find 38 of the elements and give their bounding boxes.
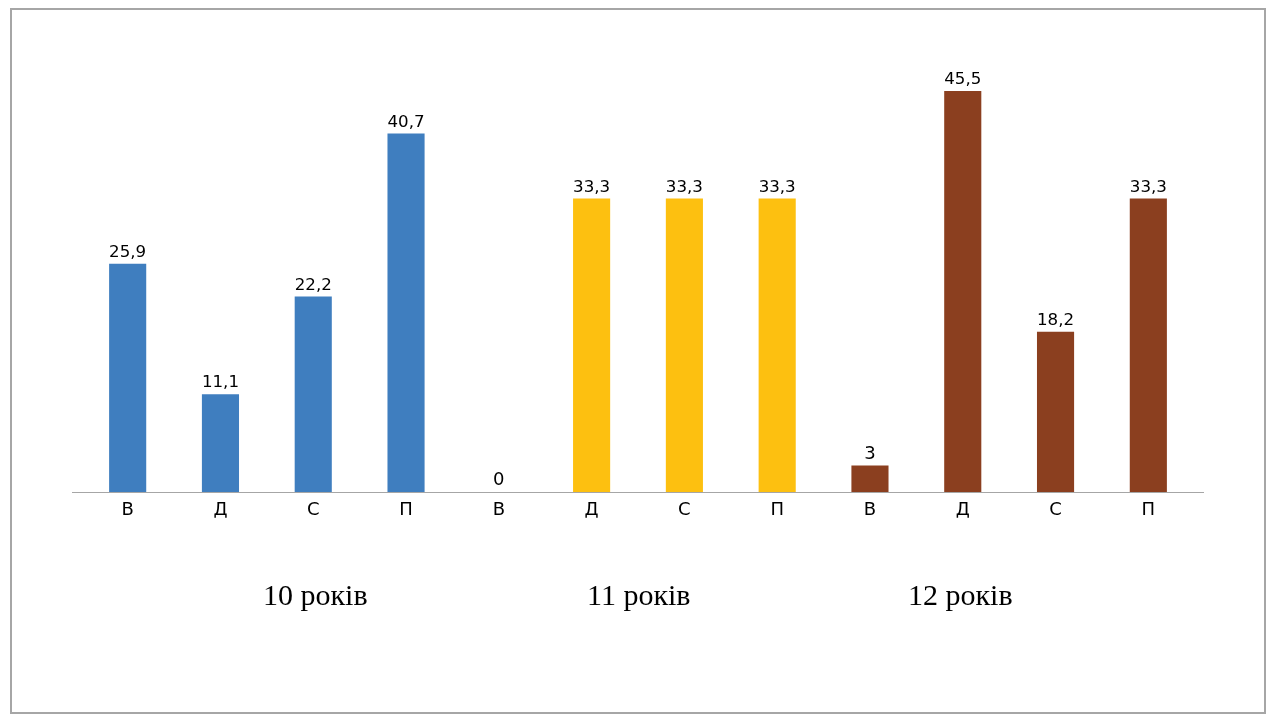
x-tick-label: В [121,497,134,519]
x-tick-label: С [678,497,691,519]
data-label: 33,3 [573,176,611,196]
bar [573,198,611,492]
x-tick-label: П [1141,497,1156,519]
data-label: 33,3 [758,176,796,196]
data-label: 45,5 [944,69,982,89]
x-tick-label: Д [213,497,228,519]
bar [294,296,332,492]
bar [1129,198,1167,492]
bar [851,465,889,492]
bar [758,198,796,492]
data-label: 11,1 [201,372,240,392]
x-tick-label: С [1049,497,1062,519]
data-label: 40,7 [387,111,425,131]
bar [109,263,147,492]
x-tick-label: В [492,497,505,519]
bar [1036,331,1075,492]
x-tick-label: П [770,497,784,519]
data-label: 33,3 [665,176,703,196]
data-label: 0 [493,468,505,489]
bar [201,394,240,492]
text: 10 років [263,578,368,611]
data-label: 3 [864,441,876,463]
x-tick-label: Д [584,497,599,519]
bar [387,133,425,492]
data-label: 25,9 [109,242,147,262]
x-tick-label: В [863,497,877,519]
x-tick-label: П [399,497,413,519]
x-tick-label: Д [955,497,970,519]
bar [944,91,982,492]
data-label: 33,3 [1129,176,1167,196]
bar [665,198,703,492]
data-label: 18,2 [1036,309,1075,329]
x-tick-label: С [306,497,320,519]
text: 11 років [587,578,691,611]
text: 12 років [908,578,1013,611]
data-label: 22,2 [294,274,332,294]
